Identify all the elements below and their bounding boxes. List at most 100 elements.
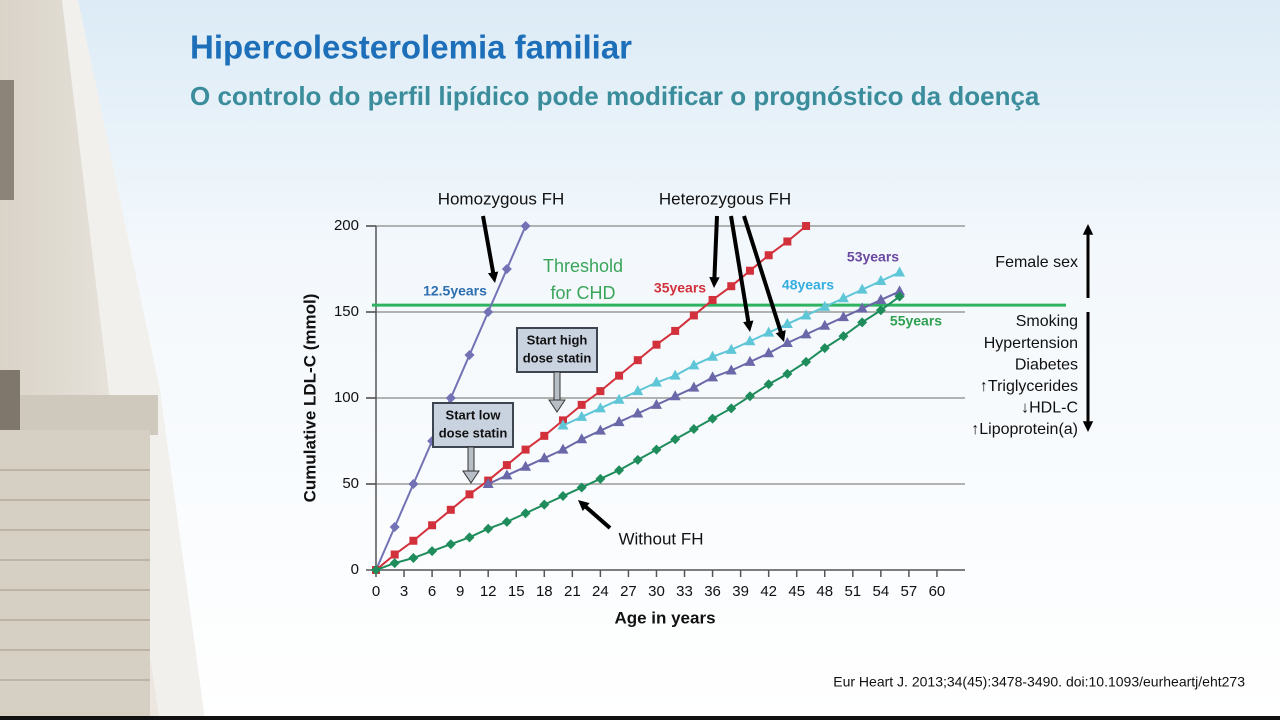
data-point: [819, 300, 831, 311]
data-point: [707, 350, 719, 361]
x-tick-label: 45: [788, 583, 805, 600]
data-point: [464, 350, 475, 360]
data-point: [781, 336, 793, 347]
x-tick-label: 12: [480, 583, 497, 600]
data-point: [538, 452, 550, 463]
x-tick-label: 21: [564, 583, 581, 600]
statin-arrow-head: [548, 399, 566, 413]
age-label: 53years: [847, 249, 899, 265]
data-point: [614, 465, 625, 476]
data-point: [783, 237, 792, 246]
data-point: [464, 532, 475, 543]
data-point: [744, 355, 756, 366]
x-tick-label: 33: [676, 583, 693, 600]
data-point: [669, 369, 681, 380]
data-point: [594, 402, 606, 413]
data-point: [651, 444, 662, 455]
data-point: [501, 469, 513, 480]
arrow-head: [1082, 421, 1094, 432]
x-tick-label: 54: [873, 583, 890, 600]
slide-subtitle: O controlo do perfil lipídico pode modif…: [190, 81, 1040, 111]
data-point: [837, 311, 849, 322]
data-point: [744, 335, 756, 346]
data-point: [875, 275, 887, 286]
data-point: [520, 508, 531, 519]
data-point: [613, 416, 625, 427]
data-point: [764, 251, 773, 260]
x-tick-label: 6: [428, 583, 436, 600]
data-point: [576, 482, 587, 493]
risk-factor: Hypertension: [984, 335, 1078, 352]
data-point: [483, 523, 494, 534]
data-point: [800, 309, 812, 320]
y-tick-label: 200: [334, 217, 359, 234]
annotation: Heterozygous FH: [659, 189, 791, 208]
data-point: [557, 443, 569, 454]
data-point: [428, 521, 437, 530]
x-tick-label: 36: [704, 583, 721, 600]
data-point: [632, 385, 644, 396]
annotation: Without FH: [618, 529, 703, 548]
data-point: [744, 391, 755, 402]
data-point: [838, 331, 849, 342]
x-tick-label: 15: [508, 583, 525, 600]
risk-factor: Smoking: [1016, 313, 1078, 330]
arrow-head: [487, 271, 499, 283]
risk-factor: ↑Triglycerides: [980, 378, 1078, 395]
data-point: [390, 550, 399, 559]
data-point: [652, 340, 661, 349]
building-photo: [0, 0, 205, 720]
x-tick-label: 60: [929, 583, 946, 600]
arrow-shaft: [481, 215, 496, 274]
age-label: 12.5years: [423, 283, 487, 299]
statin-label: dose statin: [439, 425, 508, 440]
data-point: [689, 311, 698, 320]
data-point: [613, 393, 625, 404]
y-tick-label: 0: [351, 561, 359, 578]
data-point: [707, 413, 718, 424]
data-point: [727, 282, 736, 291]
data-point: [688, 381, 700, 392]
statin-label: Start high: [527, 332, 588, 347]
data-point: [856, 302, 868, 313]
data-point: [389, 558, 400, 569]
data-point: [408, 479, 419, 489]
data-point: [688, 359, 700, 370]
statin-arrow-head: [462, 470, 480, 484]
x-tick-label: 0: [372, 583, 380, 600]
data-point: [837, 292, 849, 303]
threshold-label: Threshold: [543, 256, 623, 276]
data-point: [763, 326, 775, 337]
data-point: [595, 473, 606, 484]
age-label: 48years: [782, 277, 834, 293]
data-point: [371, 565, 381, 575]
age-label: 35years: [654, 280, 706, 296]
data-point: [726, 403, 737, 414]
bottom-edge: [0, 716, 1280, 720]
data-point: [725, 343, 737, 354]
data-point: [445, 393, 456, 403]
data-point: [745, 266, 754, 275]
y-axis-label: Cumulative LDL-C (mmol): [300, 294, 319, 503]
data-point: [408, 552, 419, 563]
data-point: [501, 516, 512, 527]
y-tick-label: 50: [342, 475, 359, 492]
arrow-head: [775, 330, 786, 342]
x-tick-label: 39: [732, 583, 749, 600]
y-tick-label: 150: [334, 303, 359, 320]
data-point: [633, 356, 642, 365]
data-point: [894, 266, 906, 277]
arrow-shaft: [729, 215, 751, 323]
data-point: [482, 478, 494, 488]
data-point: [389, 522, 400, 532]
y-tick-label: 100: [334, 389, 359, 406]
arrow-head: [1082, 224, 1094, 235]
data-point: [819, 343, 830, 354]
arrow-shaft: [742, 215, 784, 334]
x-tick-label: 24: [592, 583, 609, 600]
risk-factor: Diabetes: [1015, 356, 1078, 373]
x-tick-label: 30: [648, 583, 665, 600]
data-point: [501, 264, 512, 274]
data-point: [427, 546, 438, 557]
